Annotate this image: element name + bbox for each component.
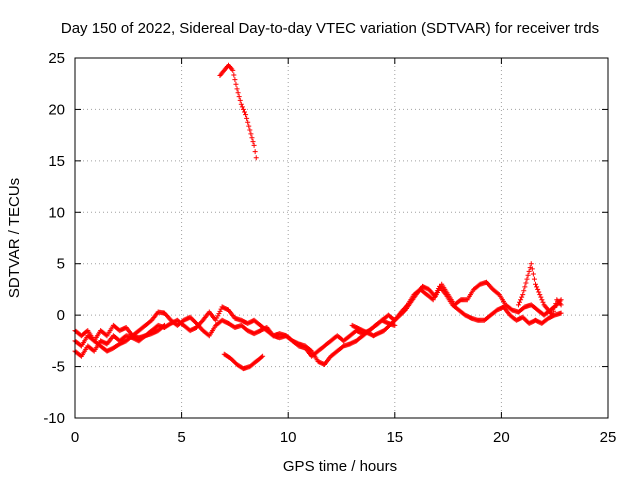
data-point <box>248 131 254 137</box>
data-points <box>72 62 564 372</box>
data-point <box>495 291 501 297</box>
data-point <box>250 139 256 145</box>
data-point <box>260 353 266 359</box>
data-point <box>537 292 543 298</box>
x-tick-label: 10 <box>280 429 297 446</box>
data-point <box>430 297 436 303</box>
data-point <box>231 72 237 78</box>
grid-lines <box>75 58 608 418</box>
data-point <box>538 294 544 300</box>
data-point <box>215 313 221 319</box>
data-point <box>239 104 245 110</box>
data-point <box>553 301 559 307</box>
data-point <box>240 106 246 112</box>
data-point <box>162 322 168 328</box>
data-point <box>392 322 398 328</box>
axis-ticks: 0 5 10 15 20 25 -10 -5 0 5 10 15 20 25 <box>43 50 616 446</box>
data-point <box>529 266 535 272</box>
data-point <box>217 308 223 314</box>
data-point <box>533 281 539 287</box>
data-point <box>246 123 252 129</box>
data-point <box>244 115 250 121</box>
data-point <box>539 297 545 303</box>
data-point <box>558 310 564 316</box>
data-point <box>401 308 407 314</box>
y-tick-label: -10 <box>43 410 65 427</box>
data-point <box>160 323 166 329</box>
data-point <box>245 119 251 125</box>
data-point <box>230 67 236 73</box>
data-point <box>259 354 265 360</box>
data-point <box>552 304 558 310</box>
data-point <box>519 294 525 300</box>
plot-frame <box>74 57 609 419</box>
y-tick-label: 25 <box>48 50 65 67</box>
data-point <box>526 268 532 274</box>
y-tick-label: 5 <box>57 256 65 273</box>
data-point <box>515 302 521 308</box>
data-point <box>534 284 540 290</box>
data-point <box>237 97 243 103</box>
series-track-e <box>349 279 564 339</box>
y-tick-label: 15 <box>48 153 65 170</box>
data-point <box>550 312 556 318</box>
data-point <box>249 135 255 141</box>
data-point <box>236 94 242 100</box>
data-point <box>241 109 247 115</box>
series-track-d <box>221 351 266 372</box>
data-point <box>216 311 222 317</box>
data-point <box>233 81 239 87</box>
y-tick-label: 10 <box>48 204 65 221</box>
data-point <box>520 292 526 298</box>
data-point <box>536 289 542 295</box>
chart-title: Day 150 of 2022, Sidereal Day-to-day VTE… <box>61 20 599 37</box>
x-axis-label: GPS time / hours <box>283 458 397 475</box>
y-axis-label: SDTVAR / TECUs <box>6 178 23 298</box>
x-tick-label: 20 <box>493 429 510 446</box>
x-tick-label: 0 <box>71 429 79 446</box>
data-point <box>517 299 523 305</box>
data-point <box>252 149 258 155</box>
data-point <box>551 308 557 314</box>
data-point <box>238 101 244 107</box>
data-point <box>235 90 241 96</box>
data-point <box>234 86 240 92</box>
data-point <box>243 112 249 118</box>
data-point <box>540 299 546 305</box>
data-point <box>247 127 253 133</box>
x-tick-label: 5 <box>177 429 185 446</box>
y-tick-label: 0 <box>57 307 65 324</box>
data-point <box>558 302 564 308</box>
data-point <box>213 317 219 323</box>
x-tick-label: 15 <box>386 429 403 446</box>
data-point <box>530 271 536 277</box>
series-track-f <box>515 261 564 318</box>
y-tick-label: -5 <box>52 359 65 376</box>
data-point <box>531 276 537 282</box>
data-point <box>518 297 524 303</box>
data-point <box>253 155 259 161</box>
data-point <box>214 315 220 321</box>
y-tick-label: 20 <box>48 101 65 118</box>
data-point <box>521 288 527 294</box>
data-point <box>525 272 531 278</box>
data-point <box>308 347 314 353</box>
data-point <box>558 297 564 303</box>
data-point <box>523 280 529 286</box>
data-point <box>251 142 257 148</box>
data-point <box>522 284 528 290</box>
data-point <box>528 261 534 267</box>
series-track-c <box>72 322 168 354</box>
data-point <box>232 77 238 83</box>
data-point <box>535 286 541 292</box>
x-tick-label: 25 <box>600 429 617 446</box>
series-track-g <box>217 62 259 161</box>
data-point <box>524 276 530 282</box>
